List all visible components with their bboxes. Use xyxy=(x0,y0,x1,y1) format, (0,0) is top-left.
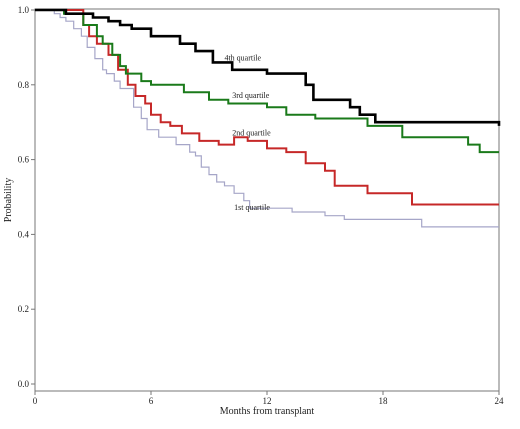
x-axis: 0 6 12 18 24 xyxy=(33,391,504,406)
series-line-1st-quartile xyxy=(35,9,499,228)
x-tick-label: 18 xyxy=(379,396,389,406)
x-tick-label: 24 xyxy=(495,396,505,406)
y-axis-title: Probability xyxy=(3,178,14,222)
curve-label: 3rd quartile xyxy=(232,91,270,100)
x-tick-label: 12 xyxy=(263,396,272,406)
x-tick-label: 6 xyxy=(149,396,154,406)
plot-frame xyxy=(34,8,500,392)
curve-label: 1st quartile xyxy=(234,203,270,212)
curve-label: 2nd quartile xyxy=(232,128,271,137)
curve-label: 4th quartile xyxy=(224,53,261,62)
series-line-4th-quartile xyxy=(35,8,501,126)
y-tick-label: 0.6 xyxy=(18,155,30,165)
curve-labels: 4th quartile 3rd quartile 2nd quartile 1st … xyxy=(224,53,271,212)
series-line-2nd-quartile xyxy=(35,9,499,206)
series-layer xyxy=(35,8,501,228)
x-tick-label: 0 xyxy=(33,396,38,406)
y-tick-label: 0.2 xyxy=(18,304,29,314)
y-tick-label: 0.0 xyxy=(18,379,30,389)
y-tick-label: 1.0 xyxy=(18,5,30,15)
series-line-3rd-quartile xyxy=(35,9,499,154)
y-tick-label: 0.8 xyxy=(18,80,30,90)
x-axis-title: Months from transplant xyxy=(220,406,315,417)
y-tick-label: 0.4 xyxy=(18,229,30,239)
y-axis: 0.0 0.2 0.4 0.6 0.8 1.0 xyxy=(18,5,35,389)
